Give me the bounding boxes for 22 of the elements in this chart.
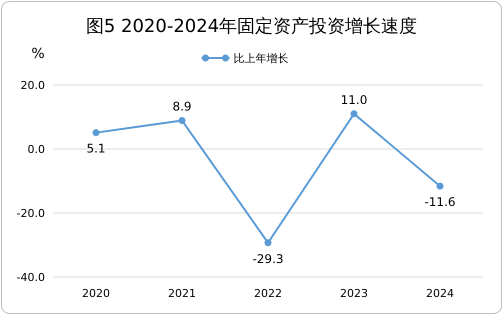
x-tick-label: 2021: [168, 287, 196, 300]
y-tick-label: 0.0: [28, 143, 45, 156]
data-label: -11.6: [424, 195, 456, 210]
point: [92, 129, 100, 136]
point: [350, 110, 358, 118]
x-tick-label: 2023: [340, 287, 368, 300]
data-label: 11.0: [340, 92, 368, 107]
x-tick-label: 2020: [82, 287, 110, 300]
point: [436, 182, 444, 190]
y-tick-label: 20.0: [20, 79, 45, 92]
chart-title: 图5 2020-2024年固定资产投资增长速度: [86, 16, 418, 37]
point: [264, 239, 272, 246]
y-axis-title: %: [31, 46, 45, 62]
x-tick-label: 2022: [254, 287, 282, 300]
point: [178, 117, 186, 124]
data-label: -29.3: [252, 252, 284, 266]
y-tick-label: -40.0: [16, 271, 45, 284]
x-tick-label: 2024: [426, 287, 454, 300]
legend-label: 比上年增长: [234, 52, 288, 65]
y-tick-label: -20.0: [16, 207, 45, 220]
data-label: 5.1: [86, 142, 106, 156]
data-label: 8.9: [172, 100, 192, 114]
